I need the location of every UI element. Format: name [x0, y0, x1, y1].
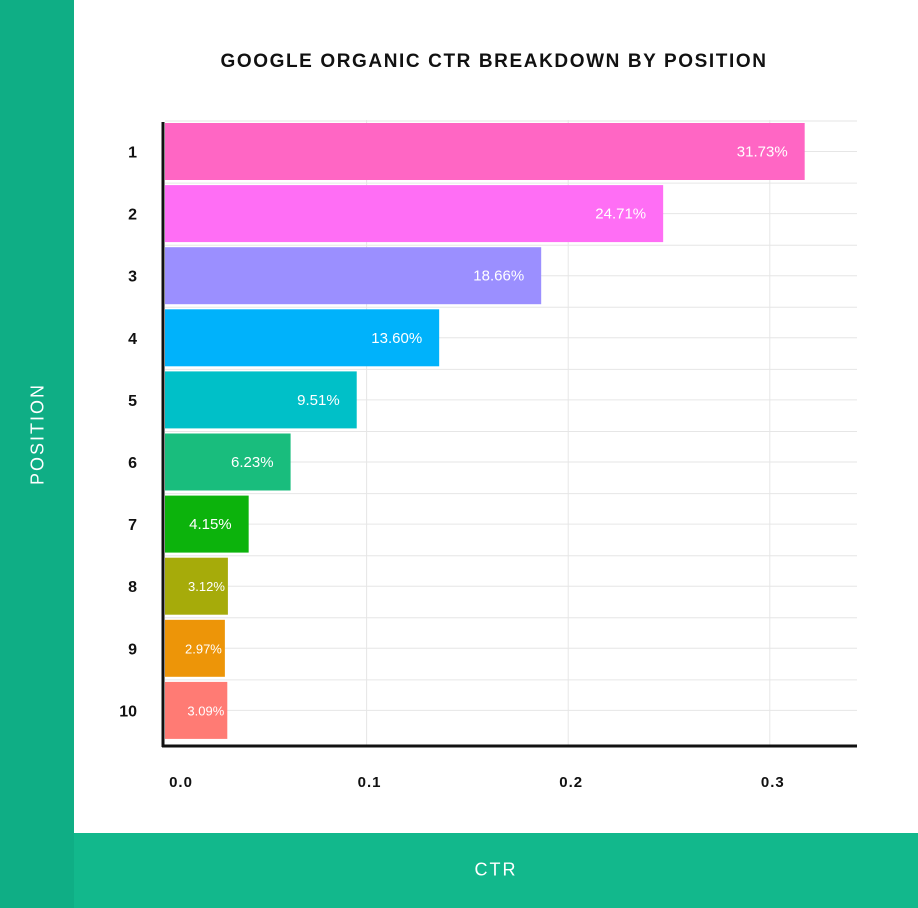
- data-label: 9.51%: [297, 392, 340, 409]
- data-label: 18.66%: [473, 268, 524, 285]
- y-tick-label: 10: [119, 703, 137, 720]
- data-label: 24.71%: [595, 206, 646, 223]
- x-axis-label: CTR: [474, 859, 518, 880]
- data-label: 4.15%: [189, 516, 232, 533]
- bar: [165, 433, 291, 491]
- axes: [161, 122, 857, 748]
- x-axis-band: [74, 833, 918, 908]
- bar: [165, 557, 228, 615]
- data-label: 31.73%: [737, 144, 788, 161]
- data-label: 13.60%: [371, 330, 422, 347]
- y-tick-label: 1: [128, 145, 137, 162]
- y-tick-label: 8: [128, 579, 137, 596]
- chart-title: GOOGLE ORGANIC CTR BREAKDOWN BY POSITION: [220, 51, 768, 72]
- y-tick-label: 4: [128, 331, 137, 348]
- bar: [165, 495, 249, 553]
- y-axis-band: [0, 0, 74, 908]
- y-tick-label: 5: [128, 393, 137, 410]
- y-tick-label: 2: [128, 207, 137, 224]
- y-tick-label: 9: [128, 641, 137, 658]
- bar: [165, 185, 664, 243]
- data-label: 2.97%: [185, 641, 222, 656]
- bar: [165, 247, 542, 305]
- y-tick-label: 3: [128, 269, 137, 286]
- data-label: 6.23%: [231, 454, 274, 471]
- bar: [165, 309, 440, 367]
- data-label: 3.09%: [187, 703, 224, 718]
- bars: [165, 123, 805, 739]
- bar: [165, 619, 225, 677]
- x-tick-label: 0.2: [559, 774, 583, 791]
- bar: [165, 123, 805, 180]
- x-tick-label: 0.1: [358, 774, 382, 791]
- x-tick-label: 0.0: [169, 774, 193, 791]
- labels: 31.73% 1 24.71% 2 18.66% 3 13.60% 4 9.51% 5 6.23% 6…: [119, 144, 787, 792]
- x-tick-label: 0.3: [761, 774, 785, 791]
- y-tick-label: 6: [128, 455, 137, 472]
- data-label: 3.12%: [188, 579, 225, 594]
- bar: [165, 371, 357, 429]
- bar: [165, 681, 228, 739]
- y-tick-label: 7: [128, 517, 137, 534]
